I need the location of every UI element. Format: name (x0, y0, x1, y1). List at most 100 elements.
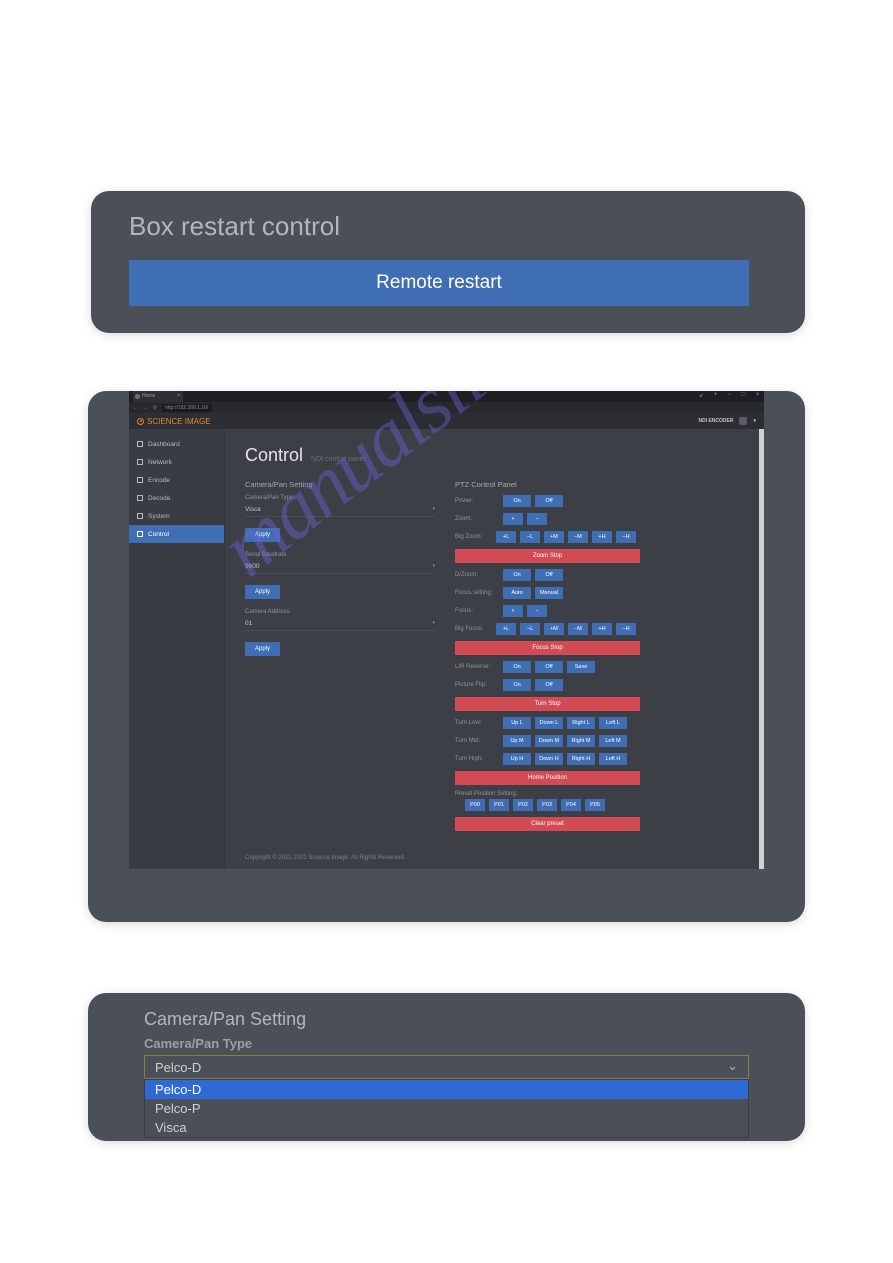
ptz-button[interactable]: Up H (503, 753, 531, 765)
preset-button[interactable]: P05 (585, 799, 605, 811)
ptz-button[interactable]: Auto (503, 587, 531, 599)
ptz-button[interactable]: Off (535, 569, 563, 581)
sidebar-item-network[interactable]: Network (129, 453, 224, 471)
sidebar-item-decode[interactable]: Decode (129, 489, 224, 507)
preset-button[interactable]: P04 (561, 799, 581, 811)
dropdown-option[interactable]: Visca (145, 1118, 748, 1137)
field-label: Camera Address (245, 609, 435, 615)
dropdown-option[interactable]: Pelco-P (145, 1099, 748, 1118)
ptz-button[interactable]: Right L (567, 717, 595, 729)
ptz-button[interactable]: +M (544, 623, 564, 635)
decode-icon (137, 495, 143, 501)
brand-icon (137, 418, 144, 425)
ptz-button[interactable]: −M (568, 623, 588, 635)
ptz-button[interactable]: +H (592, 531, 612, 543)
ptz-button[interactable]: + (503, 605, 523, 617)
ptz-row: Focus setting:Auto Manual (455, 587, 640, 599)
preset-button[interactable]: P02 (513, 799, 533, 811)
camera-pan-type-select[interactable]: Pelco-D (144, 1055, 749, 1079)
ptz-button[interactable]: +M (544, 531, 564, 543)
apply-button[interactable]: Apply (245, 528, 280, 542)
ptz-stop-button[interactable]: Focus Stop (455, 641, 640, 655)
ptz-row: Big Zoom:+L−L+M−M+H−H (455, 531, 640, 543)
field-select[interactable]: Visca (245, 503, 435, 517)
camera-pan-settings: Camera/Pan Setting Camera/Pan TypeViscaA… (245, 480, 435, 837)
ptz-button[interactable]: Down L (535, 717, 563, 729)
preset-button[interactable]: P03 (537, 799, 557, 811)
camera-pan-panel: Camera/Pan Setting Camera/Pan Type Pelco… (88, 993, 805, 1141)
field-select[interactable]: 01 (245, 617, 435, 631)
ptz-button[interactable]: − (527, 513, 547, 525)
sidebar-item-control[interactable]: Control (129, 525, 224, 543)
app-body: SCIENCE IMAGE NDI ENCODER ▾ DashboardNet… (129, 413, 764, 869)
ptz-button[interactable]: −M (568, 531, 588, 543)
ptz-button[interactable]: Down H (535, 753, 563, 765)
ptz-button[interactable]: On (503, 679, 531, 691)
ptz-button[interactable]: Right H (567, 753, 595, 765)
ptz-button[interactable]: + (503, 513, 523, 525)
ptz-button[interactable]: Save (567, 661, 595, 673)
ptz-button[interactable]: On (503, 569, 531, 581)
nav-reload-icon[interactable]: ⟳ (153, 405, 157, 411)
tab-close-icon[interactable]: × (177, 391, 180, 402)
sidebar-item-dashboard[interactable]: Dashboard (129, 435, 224, 453)
ptz-button[interactable]: Left L (599, 717, 627, 729)
scrollbar[interactable] (759, 429, 764, 869)
url-input[interactable]: http://192.168.1.10/ (162, 404, 212, 412)
ptz-button[interactable]: Left M (599, 735, 627, 747)
window-btn[interactable]: × (754, 392, 761, 399)
ptz-button[interactable]: +L (496, 623, 516, 635)
ptz-button[interactable]: Up M (503, 735, 531, 747)
sidebar-item-encode[interactable]: Encode (129, 471, 224, 489)
nav-fwd-icon[interactable]: → (143, 405, 148, 411)
ptz-stop-button[interactable]: Clear preset (455, 817, 640, 831)
ptz-button[interactable]: On (503, 661, 531, 673)
browser-chrome: Home × ↙ + − □ × ← → ⟳ http://192.168.1.… (129, 391, 764, 413)
ptz-button[interactable]: Off (535, 495, 563, 507)
ptz-row-label: Turn Low: (455, 720, 503, 726)
ptz-stop-button[interactable]: Turn Stop (455, 697, 640, 711)
apply-button[interactable]: Apply (245, 585, 280, 599)
ptz-stop-button[interactable]: Home Position (455, 771, 640, 785)
ptz-button[interactable]: Left H (599, 753, 627, 765)
apply-button[interactable]: Apply (245, 642, 280, 656)
window-btn[interactable]: □ (740, 392, 747, 399)
field-select[interactable]: 9600 (245, 560, 435, 574)
ptz-button[interactable]: +H (592, 623, 612, 635)
ptz-button[interactable]: − (527, 605, 547, 617)
ptz-row: Turn High:Up HDown HRight HLeft H (455, 753, 640, 765)
ptz-button[interactable]: −L (520, 531, 540, 543)
ptz-button[interactable]: On (503, 495, 531, 507)
preset-button[interactable]: P00 (465, 799, 485, 811)
ptz-row-label: Picture Flip: (455, 682, 503, 688)
window-btn[interactable]: + (712, 392, 719, 399)
ptz-row-label: Focus setting: (455, 590, 503, 596)
preset-button[interactable]: P01 (489, 799, 509, 811)
ptz-button[interactable]: −H (616, 623, 636, 635)
caret-down-icon[interactable]: ▾ (753, 418, 756, 424)
remote-restart-button[interactable]: Remote restart (129, 260, 749, 306)
ptz-row-label: Focus: (455, 608, 503, 614)
sidebar-item-system[interactable]: System (129, 507, 224, 525)
main-row: DashboardNetworkEncodeDecodeSystemContro… (129, 429, 764, 869)
window-btn[interactable]: − (726, 392, 733, 399)
ptz-button[interactable]: −H (616, 531, 636, 543)
ptz-button[interactable]: Down M (535, 735, 563, 747)
ptz-row: Turn Low:Up L Down L Right L Left L (455, 717, 640, 729)
ptz-button[interactable]: Manual (535, 587, 563, 599)
dashboard-icon (137, 441, 143, 447)
nav-back-icon[interactable]: ← (133, 405, 138, 411)
ptz-button[interactable]: Up L (503, 717, 531, 729)
ptz-button[interactable]: −L (520, 623, 540, 635)
user-icon[interactable] (739, 417, 747, 425)
dropdown-option[interactable]: Pelco-D (145, 1080, 748, 1099)
window-btn[interactable]: ↙ (698, 392, 705, 399)
ptz-button[interactable]: Off (535, 679, 563, 691)
ptz-button[interactable]: Off (535, 661, 563, 673)
page-title-text: Control (245, 445, 303, 465)
ptz-button[interactable]: Right M (567, 735, 595, 747)
ptz-stop-button[interactable]: Zoom Stop (455, 549, 640, 563)
browser-tab[interactable]: Home × (133, 391, 183, 402)
brand: SCIENCE IMAGE (137, 417, 211, 426)
ptz-button[interactable]: +L (496, 531, 516, 543)
